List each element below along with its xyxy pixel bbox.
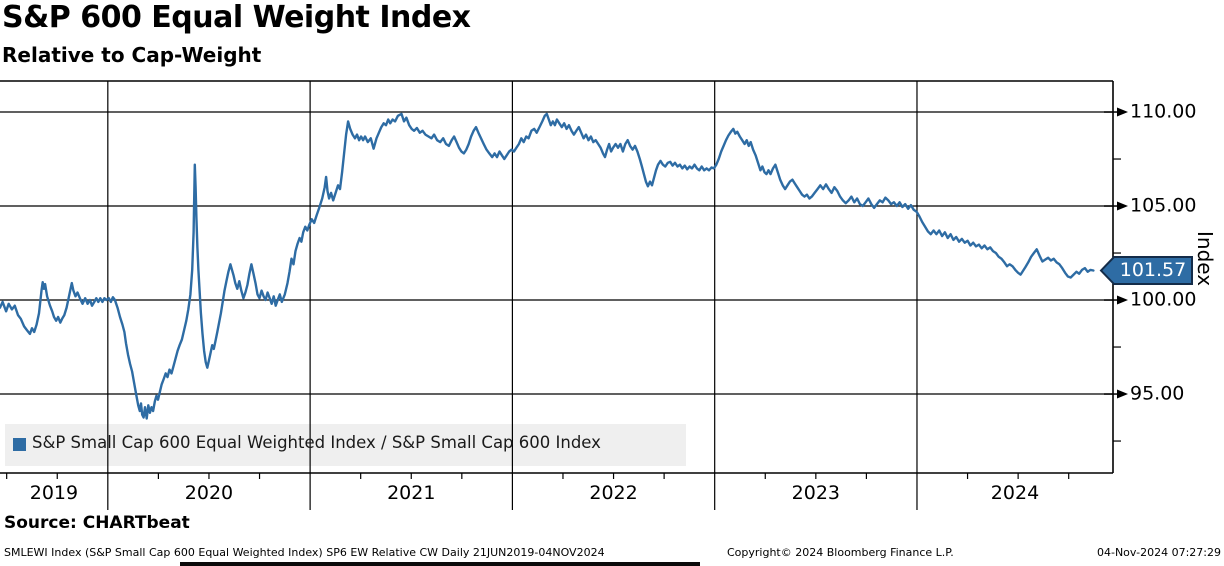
x-axis-year-label: 2021 bbox=[387, 482, 436, 504]
y-tick-arrow-icon bbox=[1117, 389, 1128, 399]
x-axis-year-label: 2020 bbox=[184, 482, 234, 504]
bottom-bar bbox=[180, 562, 700, 566]
y-axis-tick-label: 100.00 bbox=[1130, 288, 1197, 311]
last-value-tag-shape bbox=[1099, 256, 1193, 286]
y-axis-tick-label: 110.00 bbox=[1130, 100, 1197, 123]
y-tick-arrow-icon bbox=[1117, 107, 1128, 117]
legend-background bbox=[5, 424, 686, 466]
legend-marker-swatch bbox=[13, 438, 26, 451]
x-axis-year-label: 2024 bbox=[990, 482, 1040, 504]
page-subtitle: Relative to Cap-Weight bbox=[2, 43, 262, 67]
y-tick-arrow-icon bbox=[1117, 295, 1128, 305]
source-label: Source: CHARTbeat bbox=[4, 513, 190, 533]
page-title: S&P 600 Equal Weight Index bbox=[2, 0, 471, 35]
y-axis-tick-label: 95.00 bbox=[1130, 382, 1185, 405]
last-value-tag: 101.57 bbox=[1119, 259, 1187, 281]
series-line bbox=[0, 112, 1095, 420]
footer-timestamp: 04-Nov-2024 07:27:29 bbox=[1096, 546, 1221, 559]
footer-copyright: Copyright© 2024 Bloomberg Finance L.P. bbox=[727, 546, 954, 559]
x-axis-year-label: 2023 bbox=[791, 482, 841, 504]
y-axis-tick-label: 105.00 bbox=[1130, 194, 1197, 217]
footer-ticker-info: SMLEWI Index (S&P Small Cap 600 Equal We… bbox=[4, 546, 605, 559]
y-axis-title: Index bbox=[1193, 231, 1217, 287]
y-tick-arrow-icon bbox=[1117, 201, 1128, 211]
x-axis-year-label: 2019 bbox=[29, 482, 79, 504]
x-axis-year-label: 2022 bbox=[589, 482, 638, 504]
legend-series-label: S&P Small Cap 600 Equal Weighted Index /… bbox=[32, 433, 601, 452]
